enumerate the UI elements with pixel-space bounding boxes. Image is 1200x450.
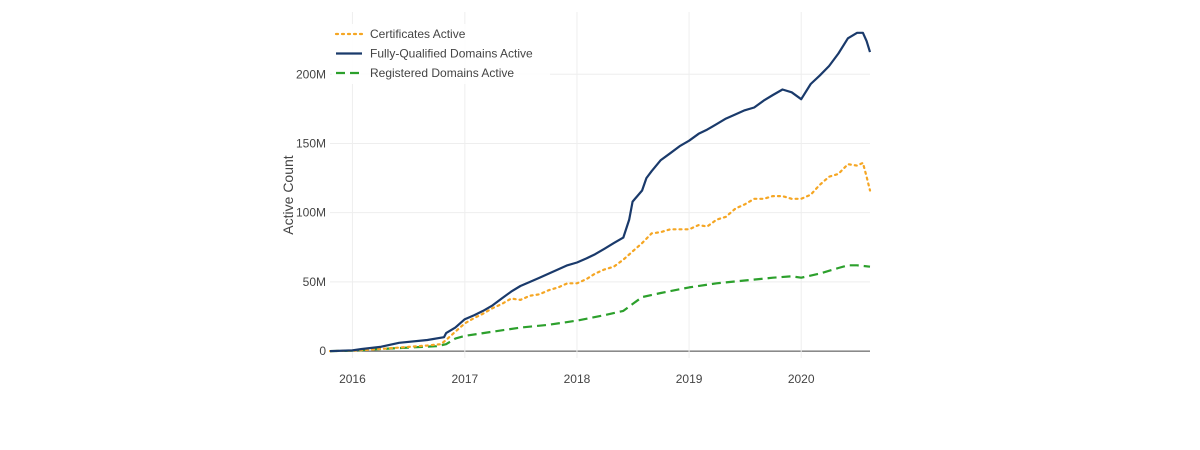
series-line-certificates-active (328, 161, 872, 353)
legend-background (332, 24, 550, 84)
x-tick-label: 2020 (788, 372, 815, 386)
series-line-registered-domains-active (329, 264, 871, 353)
y-tick-label: 150M (296, 136, 326, 150)
legend-item[interactable]: Certificates Active (334, 27, 466, 41)
y-tick-label: 200M (296, 67, 326, 81)
x-tick-label: 2019 (676, 372, 703, 386)
legend-label: Registered Domains Active (370, 66, 514, 80)
y-tick-label: 100M (296, 206, 326, 220)
x-tick-label: 2017 (451, 372, 478, 386)
series-line-fully-qualified-domains-active (329, 31, 872, 353)
legend-item[interactable]: Fully-Qualified Domains Active (336, 47, 533, 61)
x-tick-label: 2016 (339, 372, 366, 386)
y-axis: 0 50M 100M 150M 200M (296, 67, 326, 358)
legend-item[interactable]: Registered Domains Active (336, 66, 514, 80)
y-tick-label: 50M (303, 275, 326, 289)
x-axis: 2016 2017 2018 2019 2020 (339, 372, 815, 386)
legend-label: Fully-Qualified Domains Active (370, 47, 533, 61)
series-lines (328, 31, 872, 353)
y-axis-title: Active Count (280, 155, 296, 234)
y-tick-label: 0 (319, 344, 326, 358)
legend[interactable]: Certificates Active Fully-Qualified Domai… (332, 24, 550, 84)
x-tick-label: 2018 (564, 372, 591, 386)
legend-label: Certificates Active (370, 27, 466, 41)
